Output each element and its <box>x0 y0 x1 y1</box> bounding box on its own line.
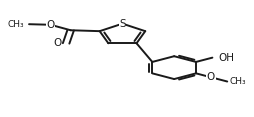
Text: CH₃: CH₃ <box>8 20 24 29</box>
Text: O: O <box>53 38 61 48</box>
Text: O: O <box>206 72 214 82</box>
Text: S: S <box>119 19 125 29</box>
Text: OH: OH <box>218 53 234 63</box>
Text: O: O <box>46 20 54 30</box>
Text: CH₃: CH₃ <box>229 77 245 86</box>
